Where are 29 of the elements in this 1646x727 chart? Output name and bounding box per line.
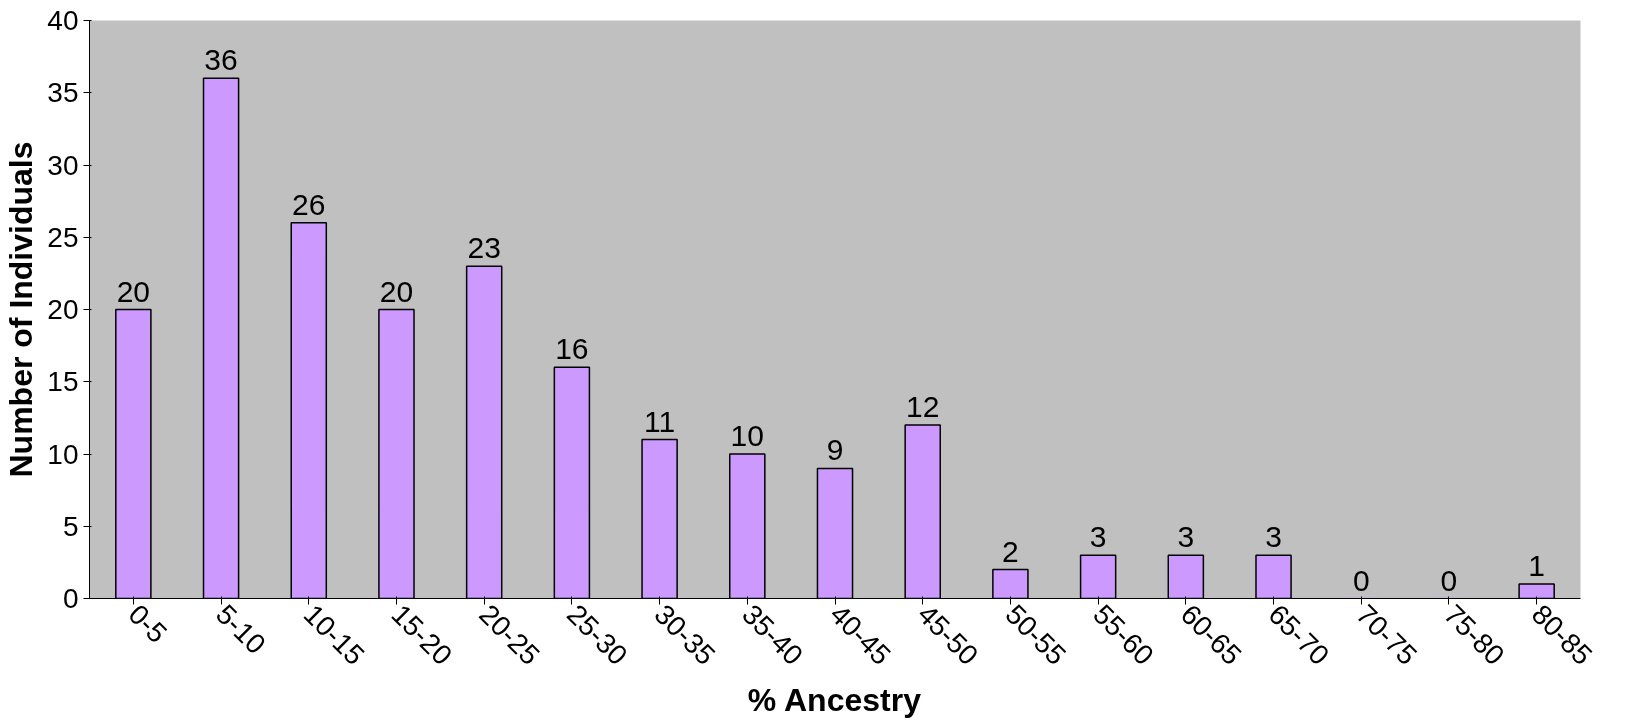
data-label: 10 bbox=[730, 419, 764, 452]
data-label: 1 bbox=[1528, 549, 1545, 583]
data-label: 20 bbox=[379, 274, 414, 308]
data-label: 3 bbox=[1265, 520, 1282, 554]
data-label: 23 bbox=[467, 231, 501, 265]
y-tick-label: 40 bbox=[47, 5, 79, 36]
x-tick-label: 0-5 bbox=[122, 598, 173, 650]
x-axis-title: % Ancestry bbox=[747, 681, 922, 718]
y-tick-label: 0 bbox=[62, 583, 79, 614]
data-label: 9 bbox=[826, 433, 844, 467]
data-label: 2 bbox=[1002, 534, 1019, 568]
data-label: 12 bbox=[906, 390, 940, 424]
data-label: 26 bbox=[292, 187, 326, 221]
y-tick-label: 5 bbox=[62, 510, 79, 542]
data-label: 0 bbox=[1440, 563, 1458, 597]
y-axis-title: Number of Individuals bbox=[3, 141, 40, 478]
y-tick-label: 25 bbox=[47, 221, 79, 253]
data-label: 0 bbox=[1352, 563, 1370, 597]
y-tick-label: 15 bbox=[47, 366, 79, 398]
data-label: 3 bbox=[1177, 520, 1195, 554]
data-label: 11 bbox=[644, 404, 676, 438]
data-label: 20 bbox=[116, 274, 151, 308]
data-label: 36 bbox=[204, 43, 238, 77]
y-tick-label: 35 bbox=[47, 77, 79, 109]
y-tick-label: 10 bbox=[47, 438, 79, 470]
data-label: 3 bbox=[1089, 520, 1107, 554]
y-tick-label: 30 bbox=[47, 149, 79, 181]
y-tick-label: 20 bbox=[47, 294, 79, 325]
data-label: 16 bbox=[555, 332, 589, 366]
